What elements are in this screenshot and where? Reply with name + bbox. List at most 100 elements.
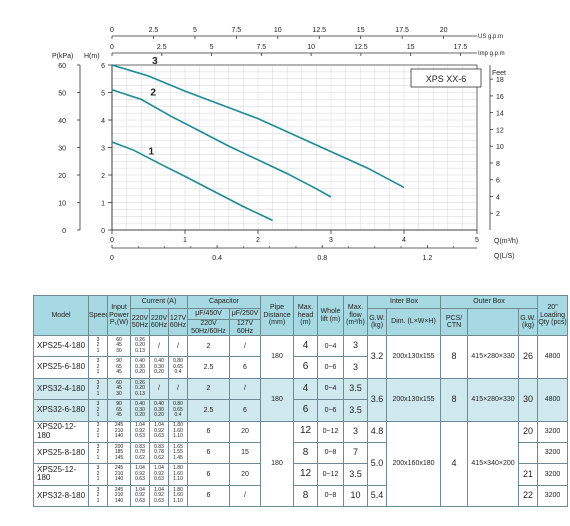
cell-dim: 200x130x155: [385, 377, 442, 422]
cell-current-220-50: 1.04 0.92 0.63: [130, 463, 150, 486]
chart-axes: 0 1 2 3 4 5 Q(m³/h)0 0.4 0.8 1.2 Q(L/S)0 2.5 5 7.5 10 1…: [52, 27, 518, 262]
cell-dim: 200x130x155: [385, 335, 442, 379]
th-c127-60: 127V 60Hz: [168, 308, 188, 336]
h-tick-label: 1: [101, 201, 105, 208]
cell-current-220-60: 1.04 0.92 0.63: [149, 463, 169, 486]
imp-tick-label: 2.5: [157, 44, 167, 51]
table-row: XPS32-4-180 3 2 1 60 45 30 0.26 0.20 0.13//2/180 4…: [33, 377, 569, 422]
ls-axis-label: Q(L/S): [494, 253, 515, 260]
cell-max-head: 4: [293, 334, 318, 358]
us-tick-label: 5: [193, 27, 197, 34]
cell-pcs: 8: [440, 377, 469, 422]
cell-loading: 3200: [537, 420, 569, 443]
th-max-flow: Max. flow (m³/h): [343, 295, 368, 336]
cell-cap-450: 2.5: [187, 356, 230, 379]
cell-model: XPS32-6-180: [33, 399, 89, 422]
cell-power: 60 45 30: [107, 334, 131, 358]
cell-loading: 4800: [537, 335, 569, 379]
us-tick-label: 7.5: [231, 27, 241, 34]
cell-cap-450: 6: [187, 463, 230, 486]
th-gw: G.W. (kg): [367, 308, 387, 336]
model-series-label: XPS XX-6: [426, 74, 467, 84]
h-tick-label: 5: [101, 91, 105, 98]
cell-outer-dim: 415×280×330: [467, 377, 520, 422]
pump-curves: [111, 64, 405, 222]
h-tick-label: 2: [101, 173, 105, 180]
th-capacitor: Capacitor: [187, 295, 261, 309]
cell-power: 60 45 30: [107, 377, 131, 401]
cell-whole-lift: 0~6: [317, 356, 344, 379]
cell-max-flow: 3.5: [343, 463, 368, 486]
cell-max-flow: 3: [343, 356, 368, 379]
model-label-box: XPS XX-6: [410, 68, 482, 88]
th-c220-50: 220V 50Hz: [130, 308, 150, 336]
cell-model: XPS25-12-180: [33, 463, 89, 486]
table-row: XPS25-4-180 3 2 1 60 45 30 0.26 0.20 0.13//2/180 4…: [33, 334, 569, 379]
curve-speed-1: [111, 141, 273, 222]
cell-current-220-50: 1.04 0.92 0.63: [130, 484, 150, 508]
cell-current-220-50: 0.40 0.30 0.20: [130, 356, 150, 379]
table-row: XPS32-8-180 3 2 1 245 210 140 1.04 0.92 0.63 1.04 0…: [33, 484, 569, 508]
table-row: XPS32-6-180 3 2 1 90 65 45 0.40 0.30 0.20 0.40 0.30…: [33, 399, 568, 422]
cell-model: XPS32-8-180: [33, 484, 89, 508]
p-tick-label: 30: [58, 146, 66, 153]
cell-cap-450: 2.5: [187, 399, 230, 422]
p-tick-label: 60: [58, 63, 66, 70]
cell-current-220-60: 1.04 0.92 0.63: [149, 484, 169, 508]
th-whole-lift: Whole lift (m): [317, 295, 344, 336]
cell-current-220-60: /: [149, 377, 169, 401]
p-tick-label: 10: [58, 201, 66, 208]
th-outer-blank: [467, 308, 520, 336]
cell-max-flow: 3: [343, 420, 368, 443]
cell-whole-lift: 0~4: [317, 334, 344, 358]
p-tick-label: 40: [58, 118, 66, 125]
cell-gw: 3.2: [367, 335, 387, 379]
imp-tick-label: 17.5: [454, 44, 468, 51]
cell-current-220-60: /: [149, 334, 169, 358]
cell-cap-450: 6: [187, 441, 230, 465]
cell-max-flow: 3.5: [343, 399, 368, 422]
imp-tick-label: 12.5: [354, 44, 368, 51]
cell-max-flow: 3.5: [343, 377, 368, 401]
cell-whole-lift: 0~12: [317, 420, 344, 443]
h-tick-label: 4: [101, 118, 105, 125]
cell-current-220-60: 0.40 0.30 0.20: [149, 399, 169, 422]
cell-gw: 5.4: [367, 484, 387, 508]
ls-tick-label: 1.2: [422, 255, 432, 262]
cell-current-220-50: 0.26 0.20 0.13: [130, 334, 150, 358]
q-tick-label: 0: [110, 237, 114, 244]
curve-label-1: 1: [149, 147, 155, 158]
cell-current-127-60: 1.80 1.60 1.10: [168, 420, 188, 443]
ls-tick-label: 0.8: [317, 255, 327, 262]
cell-outer-gw: 20: [518, 420, 539, 443]
cell-loading: 4800: [537, 377, 569, 422]
cell-power: 90 65 45: [107, 399, 131, 422]
cell-current-220-50: 0.83 0.78 0.62: [130, 441, 150, 465]
cell-power: 245 210 140: [107, 420, 131, 443]
table-row: XPS20-12-180 3 2 1 245 210 140 1.04 0.92 0.63 1.04…: [33, 420, 569, 507]
curve-label-3: 3: [152, 56, 158, 67]
cell-pipe: 180: [260, 377, 294, 422]
cell-cap-250: /: [229, 377, 261, 401]
cell-current-220-50: 0.26 0.20 0.13: [130, 377, 150, 401]
cell-model: XPS25-4-180: [33, 334, 89, 358]
imp-tick-label: 0: [110, 44, 114, 51]
cell-gw: 4.8: [367, 420, 387, 443]
ls-tick-label: 0.4: [212, 255, 222, 262]
cell-current-220-50: 1.04 0.92 0.63: [130, 420, 150, 443]
cell-power: 90 65 45: [107, 356, 131, 379]
cell-pipe: 180: [260, 420, 294, 507]
cell-whole-lift: 0~4: [317, 377, 344, 401]
p-tick-label: 0: [62, 228, 66, 235]
cell-cap-450: 2: [187, 334, 230, 358]
us-tick-label: 15: [357, 27, 365, 34]
cell-max-head: 6: [293, 399, 318, 422]
cell-max-flow: 7: [343, 441, 368, 465]
cell-max-head: 12: [293, 463, 318, 486]
feet-tick-label: 18: [496, 77, 504, 84]
